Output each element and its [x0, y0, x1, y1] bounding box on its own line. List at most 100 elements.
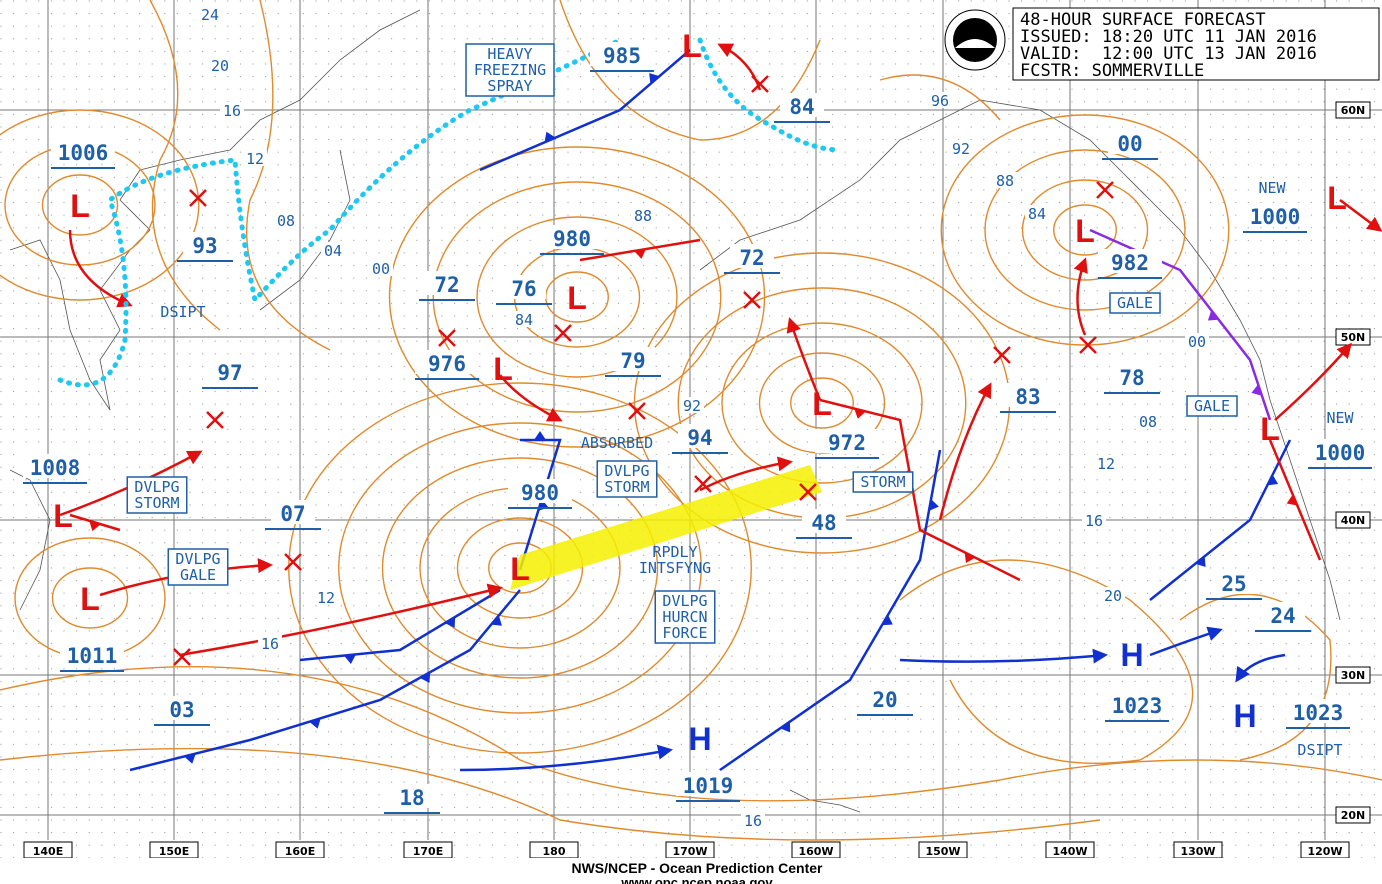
position-marker — [993, 346, 1011, 364]
high-symbol: H — [1233, 698, 1256, 734]
isobar — [476, 216, 678, 378]
isobar-label: 12 — [246, 150, 264, 168]
lat-label-box — [1335, 511, 1371, 529]
lon-label: 180 — [543, 845, 566, 858]
cold-front-symbol — [1195, 556, 1206, 568]
isobars — [0, 0, 1382, 841]
motion-arrow — [68, 229, 133, 308]
pressure-bg — [590, 42, 654, 66]
boxed-label: DVLPG — [662, 592, 707, 610]
position-marker — [751, 75, 769, 93]
plain-label: DSIPT — [1297, 741, 1342, 759]
isobar-label: 08 — [277, 212, 295, 230]
forecast-point: 79 — [620, 349, 645, 373]
forecast-point: 84 — [789, 95, 814, 119]
high-symbol: H — [1120, 637, 1143, 673]
motion-arrow — [1339, 199, 1382, 232]
isobar — [41, 174, 119, 236]
low-symbol: L — [1327, 180, 1347, 216]
label-box — [465, 43, 555, 97]
plain-label: NEW — [1326, 409, 1354, 427]
lon-label: 170W — [672, 845, 707, 858]
forecast-point: 94 — [687, 426, 712, 450]
forecast-point: 48 — [811, 511, 836, 535]
motion-arrow — [459, 744, 673, 772]
isobar — [1053, 204, 1117, 256]
motion-arrow — [938, 382, 992, 521]
point-bg — [160, 696, 204, 720]
pressure-bg — [540, 225, 604, 249]
label-box — [654, 590, 716, 644]
lat-label-box — [1335, 101, 1371, 119]
cold-front-symbol — [649, 73, 660, 84]
pressure-bg — [1286, 699, 1350, 723]
lon-label: 160E — [285, 845, 315, 858]
forecast-point: 20 — [872, 688, 897, 712]
cold-front — [479, 49, 691, 172]
warm-front-symbol — [1286, 494, 1298, 506]
pressure-bg — [815, 429, 879, 453]
isobar-label-bg — [631, 207, 655, 223]
forecast-point: 07 — [280, 502, 305, 526]
forecast-point: 03 — [169, 698, 194, 722]
point-bg — [183, 232, 227, 256]
isobar — [721, 322, 923, 484]
cold-front-symbol — [881, 614, 893, 626]
point-bg — [208, 359, 252, 383]
point-bg — [1110, 364, 1154, 388]
low-symbol: L — [1260, 411, 1280, 447]
position-marker — [799, 483, 817, 501]
isobar — [432, 181, 722, 413]
warm-front-symbol — [854, 408, 866, 419]
isobar-label: 00 — [372, 260, 390, 278]
isobar — [246, 0, 331, 351]
position-marker — [1096, 181, 1114, 199]
isobar-label-bg — [741, 812, 765, 828]
label-box — [126, 476, 188, 514]
boxed-label: SPRAY — [487, 77, 532, 95]
noaa-logo — [944, 9, 1006, 71]
pressure-bg — [415, 350, 479, 374]
lon-label: 140E — [33, 845, 63, 858]
isobar-label-bg — [680, 397, 704, 413]
isobar — [0, 109, 200, 301]
cold-front — [1149, 439, 1292, 601]
forecast-point: 78 — [1119, 366, 1144, 390]
isobar-label-bg — [369, 260, 393, 276]
label-box — [1186, 395, 1238, 417]
low-symbol: L — [1075, 213, 1095, 249]
point-bg — [390, 784, 434, 808]
point-bg — [1108, 130, 1152, 154]
header-valid: VALID: 12:00 UTC 13 JAN 2016 — [1020, 44, 1317, 64]
center-pressure: 980 — [521, 481, 559, 505]
header-box — [1012, 7, 1380, 81]
isobar-label-bg — [928, 92, 952, 108]
pressure-bg — [51, 139, 115, 163]
pressure-bg — [508, 479, 572, 503]
low-symbol: L — [70, 188, 90, 224]
lon-label: 120W — [1307, 845, 1342, 858]
forecast-point: 97 — [217, 361, 242, 385]
pressure-bg — [1098, 249, 1162, 273]
motion-arrow — [786, 317, 822, 401]
boxed-label: STORM — [860, 473, 905, 491]
boxed-label: STORM — [604, 478, 649, 496]
lat-label: 20N — [1341, 809, 1366, 822]
isobar-label-bg — [1185, 333, 1209, 349]
isobar — [338, 422, 702, 714]
pressure-bg — [676, 772, 740, 796]
cold-front-symbol — [419, 672, 431, 683]
isobar-label-bg — [1082, 512, 1106, 528]
low-symbol: L — [53, 498, 73, 534]
point-bg — [1212, 570, 1256, 594]
position-marker — [206, 411, 224, 429]
cold-front-symbol — [491, 615, 502, 626]
point-bg — [611, 347, 655, 371]
position-marker — [628, 402, 646, 420]
point-bg — [678, 424, 722, 448]
point-bg — [1006, 383, 1050, 407]
label-box — [1109, 292, 1161, 314]
isobar — [984, 149, 1186, 311]
center-pressure: 1000 — [1315, 441, 1366, 465]
